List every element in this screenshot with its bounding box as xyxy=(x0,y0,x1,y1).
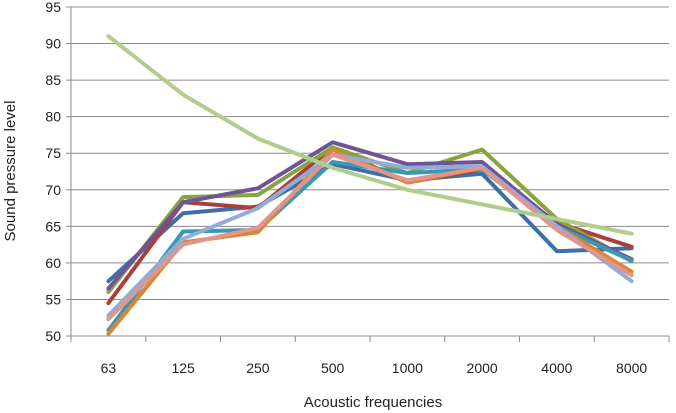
x-tick-label: 2000 xyxy=(467,360,498,376)
x-axis-title: Acoustic frequencies xyxy=(304,394,442,411)
y-tick-label: 60 xyxy=(45,255,61,271)
y-tick-label: 70 xyxy=(45,182,61,198)
x-tick-label: 1000 xyxy=(392,360,423,376)
x-tick-label: 8000 xyxy=(616,360,647,376)
series-line-8 xyxy=(106,152,634,322)
y-tick-label: 75 xyxy=(45,145,61,161)
axes xyxy=(70,7,670,342)
y-tick-label: 55 xyxy=(45,291,61,307)
x-tick-label: 500 xyxy=(321,360,345,376)
y-tick-label: 90 xyxy=(45,36,61,52)
y-tick-label: 50 xyxy=(45,328,61,344)
y-tick-label: 65 xyxy=(45,218,61,234)
y-tick-label: 95 xyxy=(45,0,61,15)
series-line-1 xyxy=(106,162,634,284)
x-tick-label: 250 xyxy=(246,360,270,376)
x-tick-label: 125 xyxy=(171,360,195,376)
y-tick-label: 80 xyxy=(45,109,61,125)
y-tick-label: 85 xyxy=(45,72,61,88)
x-tick-label: 63 xyxy=(101,360,117,376)
y-tick-labels: 50 55 60 65 70 75 80 85 90 95 xyxy=(45,0,61,344)
x-tick-label: 4000 xyxy=(541,360,572,376)
y-axis-title: Sound pressure level xyxy=(2,101,19,242)
x-tick-labels: 63 125 250 500 1000 2000 4000 8000 xyxy=(101,360,648,376)
series-line-9 xyxy=(106,34,634,236)
series-lines xyxy=(106,34,634,336)
series-line-4 xyxy=(106,140,634,291)
